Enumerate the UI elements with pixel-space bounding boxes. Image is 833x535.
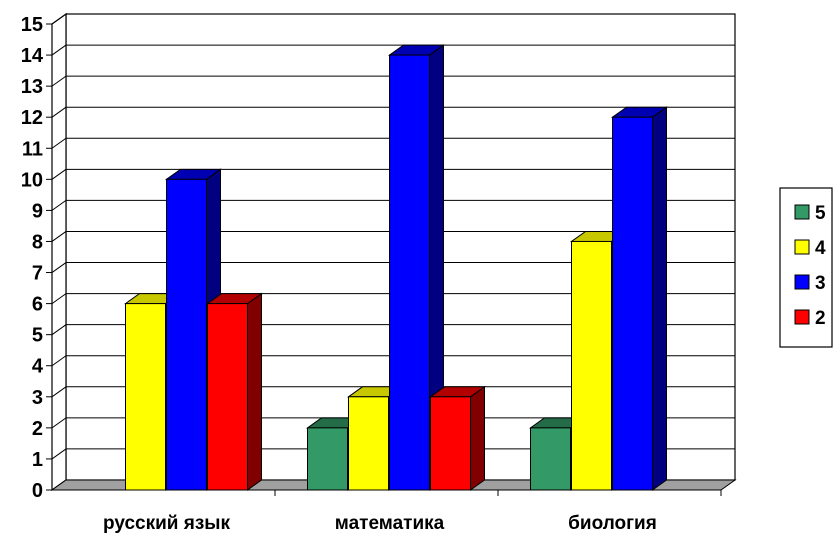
legend-label: 2 xyxy=(815,308,826,329)
gridline-side xyxy=(51,44,67,56)
gridline-side xyxy=(51,137,67,149)
y-tick-label: 6 xyxy=(32,294,43,316)
y-tick-label: 1 xyxy=(32,449,43,471)
y-tick-label: 8 xyxy=(32,231,43,253)
bar xyxy=(387,44,446,491)
legend-swatch xyxy=(794,239,810,255)
bar xyxy=(610,106,669,491)
legend-swatch xyxy=(794,274,810,290)
gridline-side xyxy=(51,106,67,118)
gridline-side xyxy=(51,448,67,460)
y-tick-label: 10 xyxy=(21,169,43,191)
y-tick-label: 4 xyxy=(32,356,44,378)
y-tick-label: 13 xyxy=(21,76,43,98)
y-tick-label: 9 xyxy=(32,200,43,222)
gridline-side xyxy=(51,13,67,25)
legend: 5 4 3 2 xyxy=(779,187,833,348)
gridline-side xyxy=(51,386,67,398)
gridline-side xyxy=(51,231,67,242)
y-tick-label: 0 xyxy=(32,480,43,502)
gridline-side xyxy=(51,293,67,305)
x-category-label: математика xyxy=(335,513,445,534)
legend-label: 3 xyxy=(815,273,826,294)
gridline-side xyxy=(51,355,67,367)
x-category-label: биология xyxy=(568,513,657,534)
x-category-label: русский язык xyxy=(103,513,230,534)
gridline-side xyxy=(51,417,67,429)
gridline-side xyxy=(51,199,67,211)
gridline-side xyxy=(51,75,67,87)
y-tick-label: 3 xyxy=(32,387,43,409)
legend-label: 4 xyxy=(815,238,826,259)
y-tick-label: 2 xyxy=(32,418,43,440)
legend-swatch xyxy=(794,309,810,325)
gridline-side xyxy=(51,168,67,180)
y-tick-label: 7 xyxy=(32,263,43,285)
x-axis-labels: русский язык математика биология xyxy=(103,513,657,534)
bar xyxy=(205,292,264,491)
gridline-side xyxy=(51,262,67,273)
legend-label: 5 xyxy=(815,203,826,224)
bars xyxy=(123,44,669,491)
y-tick-label: 5 xyxy=(32,325,43,347)
bar xyxy=(428,385,487,491)
y-tick-label: 11 xyxy=(22,138,43,160)
side-wall xyxy=(51,12,67,492)
gridline-side xyxy=(51,324,67,336)
y-tick-label: 12 xyxy=(21,107,43,129)
y-tick-label: 14 xyxy=(21,45,44,67)
legend-swatch xyxy=(794,204,810,220)
y-tick-label: 15 xyxy=(21,14,43,36)
